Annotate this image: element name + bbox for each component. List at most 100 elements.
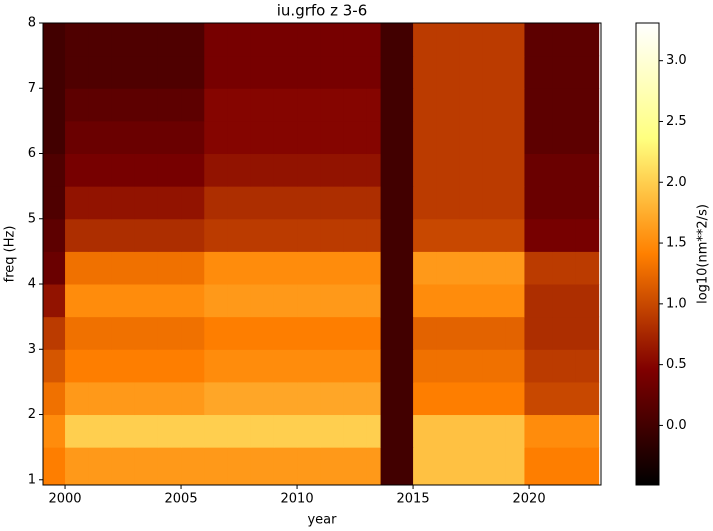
heatmap-cell [413,186,437,220]
heatmap-cell [250,153,275,187]
heatmap-cell [111,88,136,122]
heatmap-cell [297,88,321,122]
heatmap-cell [273,120,298,155]
heatmap-cell [320,120,344,155]
heatmap-cell [88,23,112,57]
heatmap-cell [88,381,112,416]
heatmap-cell [524,251,553,285]
heatmap-cell [482,218,507,252]
heatmap-cell [204,349,228,383]
heatmap-cell [181,55,205,89]
heatmap-cell [111,218,136,252]
heatmap-cell [575,284,600,318]
heatmap-cell [380,23,414,57]
heatmap-cell [524,88,553,122]
heatmap-cell [380,153,414,187]
heatmap-cell [111,153,136,187]
heatmap-cell [157,23,182,57]
heatmap-cell [157,284,182,318]
heatmap-cell [482,55,507,89]
heatmap-cell [459,23,484,57]
heatmap-cell [413,316,437,350]
heatmap-cell [297,381,321,416]
heatmap-cell [320,153,344,187]
heatmap-cell [366,23,382,57]
heatmap-cell [413,447,437,485]
heatmap-cell [250,218,275,252]
heatmap-cell [459,447,484,485]
heatmap-cell [482,381,507,416]
heatmap-cell [250,447,275,485]
heatmap-cell [111,186,136,220]
heatmap-cell [273,414,298,448]
heatmap-cell [575,88,600,122]
heatmap-cell [134,447,159,485]
heatmap-cell [250,55,275,89]
heatmap-cell [366,186,382,220]
heatmap-cell [505,88,525,122]
heatmap-cell [297,153,321,187]
heatmap-cell [134,120,159,155]
heatmap-cell [43,55,66,89]
heatmap-cell [111,316,136,350]
heatmap-cell [482,186,507,220]
heatmap-cell [273,251,298,285]
heatmap-cell [204,251,228,285]
heatmap-cell [134,55,159,89]
heatmap-cell [181,381,205,416]
heatmap-cell [157,381,182,416]
heatmap-cell [320,55,344,89]
heatmap-cell [204,316,228,350]
heatmap-cell [134,186,159,220]
heatmap-cell [343,218,368,252]
heatmap-cell [88,186,112,220]
x-axis-label: year [307,513,337,528]
heatmap-cell [366,55,382,89]
y-axis-label: freq (Hz) [3,226,18,283]
heatmap-cell [552,251,576,285]
heatmap-cell [88,447,112,485]
heatmap-cell [366,251,382,285]
heatmap-cell [181,218,205,252]
heatmap-cell [380,251,414,285]
heatmap-cell [366,414,382,448]
heatmap-cell [227,23,252,57]
heatmap-cell [88,218,112,252]
heatmap-cell [459,316,484,350]
heatmap-cell [111,381,136,416]
heatmap-cell [524,349,553,383]
heatmap-cell [273,23,298,57]
heatmap-cell [273,88,298,122]
heatmap-cell [181,88,205,122]
heatmap-cell [204,218,228,252]
heatmap-cell [181,447,205,485]
heatmap-cell [43,88,66,122]
heatmap-cell [380,414,414,448]
y-tick-label: 4 [28,277,36,292]
heatmap-cell [134,284,159,318]
heatmap-cell [552,186,576,220]
heatmap-cell [380,447,414,485]
heatmap-cell [297,55,321,89]
heatmap-cell [459,186,484,220]
heatmap-cell [157,120,182,155]
heatmap-cell [227,88,252,122]
heatmap-cell [111,120,136,155]
heatmap-cell [320,186,344,220]
heatmap-cell [436,381,460,416]
heatmap-cell [181,186,205,220]
heatmap-cell [88,251,112,285]
colorbar-tick-label: 2.5 [666,114,687,129]
heatmap-cell [380,381,414,416]
heatmap-cell [524,186,553,220]
heatmap-cell [524,153,553,187]
heatmap-cell [204,284,228,318]
heatmap-cell [250,349,275,383]
heatmap [43,23,600,485]
heatmap-cell [436,284,460,318]
heatmap-cell [413,218,437,252]
heatmap-cell [436,120,460,155]
heatmap-cell [524,284,553,318]
heatmap-cell [482,447,507,485]
heatmap-cell [204,88,228,122]
